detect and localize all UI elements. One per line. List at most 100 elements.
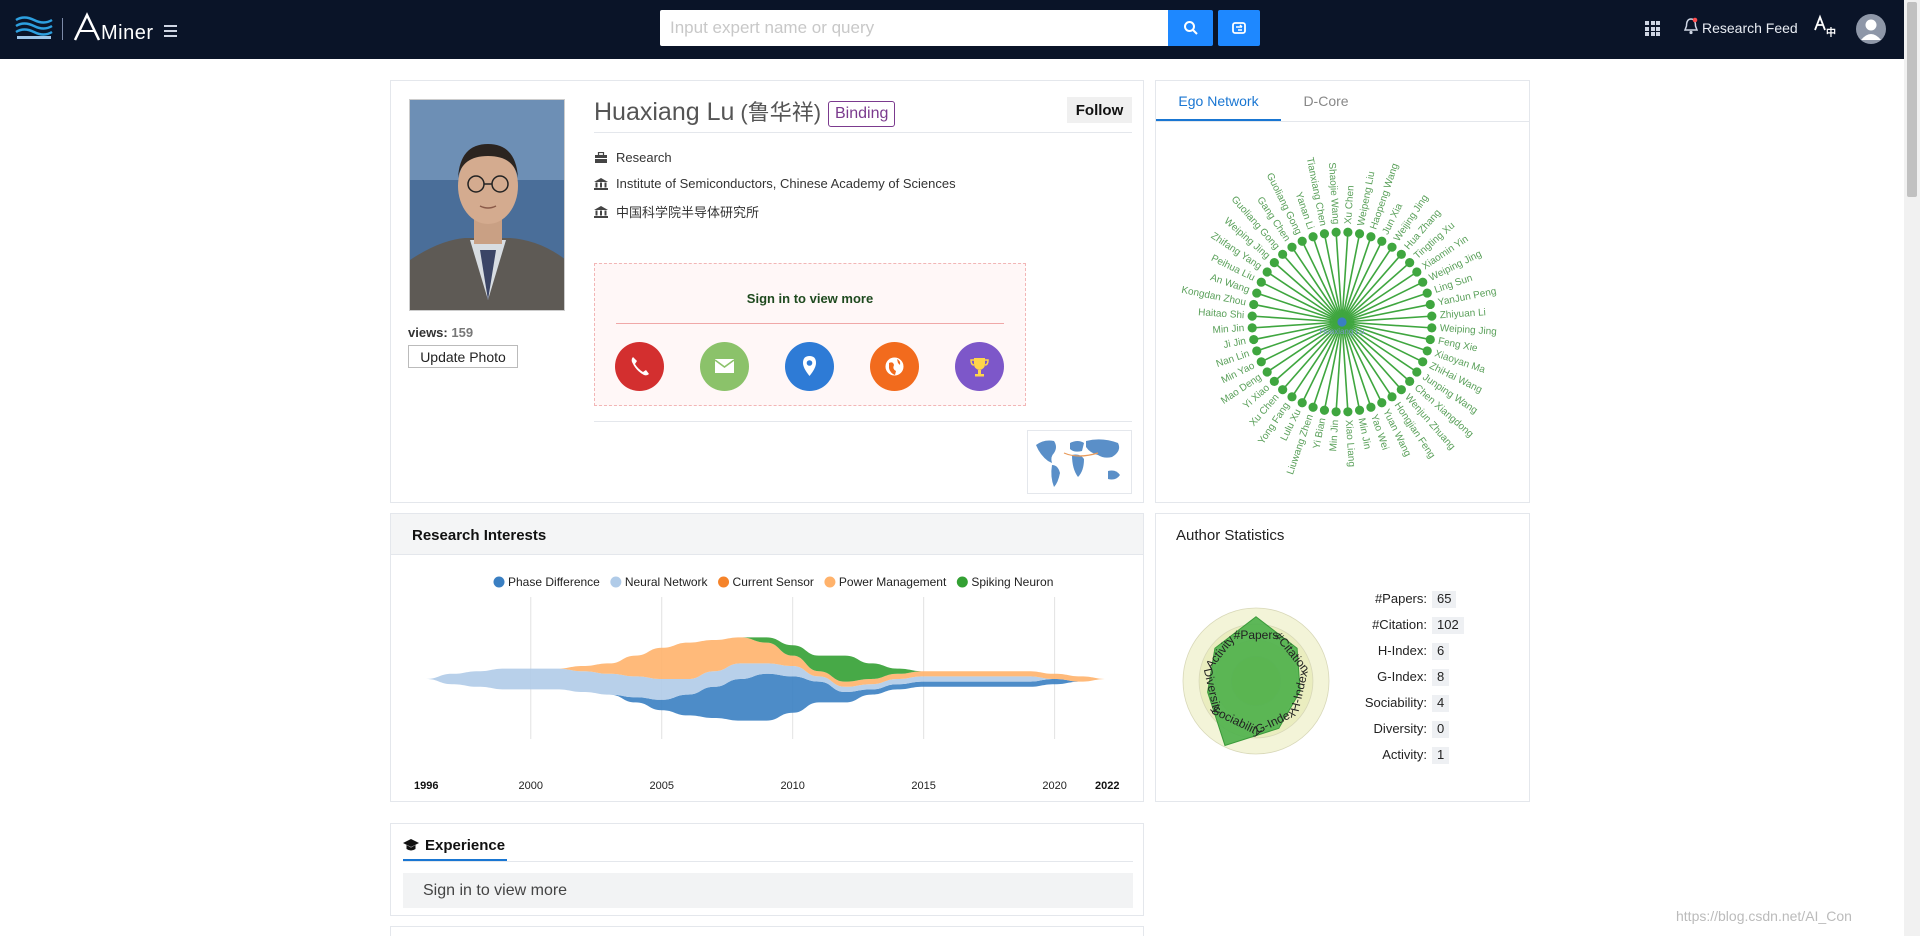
- coauthor-node[interactable]: [1422, 346, 1432, 356]
- coauthor-node[interactable]: [1278, 249, 1288, 259]
- coauthor-node[interactable]: [1278, 385, 1288, 395]
- search-button[interactable]: [1168, 10, 1213, 46]
- page-scrollbar-thumb[interactable]: [1907, 2, 1917, 197]
- coauthor-node[interactable]: [1331, 227, 1341, 237]
- update-photo-button[interactable]: Update Photo: [408, 345, 518, 368]
- legend-item[interactable]: Phase Difference: [493, 575, 601, 589]
- coauthor-label[interactable]: Ji Jin: [1222, 336, 1247, 351]
- menu-toggle-icon[interactable]: [164, 25, 177, 37]
- coauthor-node[interactable]: [1354, 405, 1365, 415]
- coauthor-node[interactable]: [1287, 242, 1297, 252]
- coauthor-node[interactable]: [1256, 277, 1266, 287]
- legend-swatch: [718, 576, 730, 588]
- coauthor-node[interactable]: [1396, 385, 1406, 395]
- legend-label: Spiking Neuron: [971, 575, 1053, 589]
- coauthor-label[interactable]: Haitao Shi: [1198, 307, 1245, 321]
- coauthor-node[interactable]: [1319, 229, 1330, 239]
- coauthor-node[interactable]: [1262, 367, 1272, 377]
- legend-item[interactable]: Current Sensor: [718, 575, 814, 589]
- coauthor-node[interactable]: [1252, 346, 1262, 356]
- coauthor-node[interactable]: [1247, 323, 1257, 333]
- homepage-button[interactable]: [870, 342, 919, 391]
- language-translate-icon[interactable]: 中: [1813, 14, 1837, 39]
- legend-item[interactable]: Power Management: [824, 575, 947, 589]
- coauthor-label[interactable]: Shaojie Wang: [1326, 162, 1341, 224]
- tab-d-core[interactable]: D-Core: [1303, 93, 1349, 109]
- coauthor-node[interactable]: [1425, 334, 1435, 345]
- research-interests-streamgraph[interactable]: Phase Difference Neural Network Current Se…: [391, 555, 1143, 801]
- coauthor-node[interactable]: [1249, 299, 1259, 310]
- coauthor-node[interactable]: [1247, 311, 1257, 321]
- expert-search-input[interactable]: [660, 10, 1168, 46]
- acemap-logo-icon[interactable]: [14, 14, 54, 42]
- signin-to-view-more[interactable]: Sign in to view more: [746, 291, 874, 306]
- stream-layer[interactable]: [426, 637, 1107, 687]
- coauthor-node[interactable]: [1297, 398, 1307, 408]
- coauthor-label[interactable]: Xu Chen: [1343, 185, 1357, 225]
- stat-label: H-Index:: [1377, 643, 1427, 658]
- center-author-node[interactable]: [1337, 317, 1347, 327]
- aminer-logo-icon[interactable]: [72, 12, 102, 42]
- coauthor-node[interactable]: [1427, 311, 1437, 321]
- coauthor-node[interactable]: [1308, 402, 1318, 412]
- coauthor-node[interactable]: [1412, 267, 1422, 277]
- coauthor-label[interactable]: Weiping Jing: [1439, 323, 1497, 338]
- page-scrollbar-track[interactable]: [1904, 0, 1920, 936]
- coauthor-node[interactable]: [1422, 288, 1432, 298]
- coauthor-label[interactable]: Zhiyuan Li: [1439, 307, 1486, 321]
- coauthor-node[interactable]: [1405, 258, 1415, 268]
- tab-ego-network[interactable]: Ego Network: [1156, 81, 1281, 121]
- coauthor-node[interactable]: [1308, 232, 1318, 242]
- coauthor-node[interactable]: [1377, 236, 1387, 246]
- ego-edge: [1341, 321, 1431, 341]
- location-button[interactable]: [785, 342, 834, 391]
- research-feed-link[interactable]: Research Feed: [1702, 20, 1798, 36]
- coauthor-node[interactable]: [1425, 299, 1435, 310]
- legend-item[interactable]: Neural Network: [610, 575, 709, 589]
- aminer-logo-text[interactable]: Miner: [101, 22, 154, 44]
- coauthor-node[interactable]: [1396, 249, 1406, 259]
- legend-item[interactable]: Spiking Neuron: [956, 575, 1054, 589]
- binding-button[interactable]: Binding: [828, 101, 896, 127]
- world-map-thumbnail[interactable]: [1027, 430, 1132, 494]
- user-avatar[interactable]: [1856, 14, 1886, 44]
- coauthor-node[interactable]: [1269, 258, 1279, 268]
- coauthor-node[interactable]: [1331, 407, 1341, 417]
- coauthor-node[interactable]: [1405, 376, 1415, 386]
- coauthor-node[interactable]: [1418, 357, 1428, 367]
- search-mode-switch-button[interactable]: [1218, 10, 1260, 46]
- coauthor-node[interactable]: [1287, 392, 1297, 402]
- coauthor-label[interactable]: Xiao Liang: [1343, 419, 1357, 467]
- coauthor-node[interactable]: [1343, 407, 1353, 417]
- coauthor-node[interactable]: [1256, 357, 1266, 367]
- email-button[interactable]: [700, 342, 749, 391]
- coauthor-node[interactable]: [1427, 323, 1437, 333]
- coauthor-label[interactable]: Yi Bian: [1312, 417, 1329, 450]
- bell-icon[interactable]: [1684, 17, 1698, 35]
- apps-grid-icon[interactable]: [1645, 21, 1660, 36]
- coauthor-node[interactable]: [1387, 392, 1397, 402]
- stream-layer[interactable]: [426, 673, 1107, 721]
- phone-button[interactable]: [615, 342, 664, 391]
- coauthor-node[interactable]: [1354, 229, 1365, 239]
- coauthor-node[interactable]: [1343, 227, 1353, 237]
- experience-signin-to-view-more[interactable]: Sign in to view more: [403, 873, 1133, 908]
- coauthor-node[interactable]: [1412, 367, 1422, 377]
- follow-button[interactable]: Follow: [1067, 97, 1132, 123]
- ego-edge: [1256, 292, 1343, 323]
- coauthor-node[interactable]: [1252, 288, 1262, 298]
- awards-button[interactable]: [955, 342, 1004, 391]
- coauthor-node[interactable]: [1319, 405, 1330, 415]
- coauthor-node[interactable]: [1262, 267, 1272, 277]
- coauthor-node[interactable]: [1377, 398, 1387, 408]
- coauthor-node[interactable]: [1387, 242, 1397, 252]
- coauthor-node[interactable]: [1249, 334, 1259, 345]
- coauthor-node[interactable]: [1366, 232, 1376, 242]
- coauthor-node[interactable]: [1366, 402, 1376, 412]
- coauthor-node[interactable]: [1269, 376, 1279, 386]
- coauthor-node[interactable]: [1418, 277, 1428, 287]
- coauthor-label[interactable]: Min Jin: [1328, 419, 1341, 451]
- coauthor-node[interactable]: [1297, 236, 1307, 246]
- coauthor-label[interactable]: Min Jin: [1212, 323, 1244, 336]
